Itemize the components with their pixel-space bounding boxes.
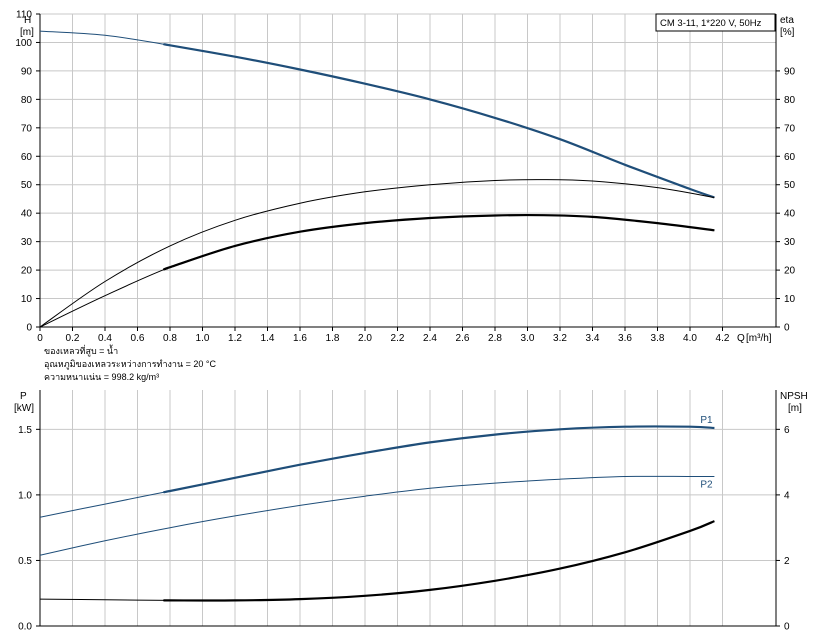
top-left-axis-label: H xyxy=(24,15,31,26)
y-tick-label-right: 0 xyxy=(784,323,790,334)
y-tick-label-left: 70 xyxy=(21,123,33,134)
x-tick-label: 3.6 xyxy=(618,333,632,344)
y-tick-label-right: 90 xyxy=(784,66,796,77)
y-tick-label-left: 20 xyxy=(21,266,33,277)
y-tick-label-left: 0.0 xyxy=(18,622,32,633)
x-tick-label: 1.8 xyxy=(326,333,340,344)
bottom-left-tick-labels: 0.0 0.5 1.0 1.5 xyxy=(18,425,40,633)
series-label: P1 xyxy=(700,415,713,426)
series-line-operating-range xyxy=(163,213,715,271)
y-tick-label-left: 60 xyxy=(21,152,33,163)
top-x-tick-labels: 0 0.2 0.4 0.6 0.8 1.0 1.2 1.4 1.6 1.8 2.0 2.2 2.4 2.6… xyxy=(37,327,730,344)
top-left-axis-unit: [m] xyxy=(20,27,34,38)
y-tick-label-left: 10 xyxy=(21,294,33,305)
top-right-tick-labels: 0 10 20 30 40 50 60 70 80 90 xyxy=(776,66,796,334)
x-tick-label: 1.0 xyxy=(196,333,210,344)
x-tick-label: 0.2 xyxy=(66,333,80,344)
y-tick-label-right: 40 xyxy=(784,209,796,220)
top-right-axis-label: eta xyxy=(780,15,794,26)
bottom-chart: 0.0 0.5 1.0 1.5 0 2 4 6 P [kW] NPSH [m] P1 P2 xyxy=(14,390,808,633)
top-grid xyxy=(40,13,776,327)
top-x-axis-unit: [m³/h] xyxy=(746,333,772,344)
bottom-right-tick-labels: 0 2 4 6 xyxy=(776,425,790,633)
y-tick-label-right: 80 xyxy=(784,95,796,106)
top-right-axis-unit: [%] xyxy=(780,27,795,38)
y-tick-label-right: 70 xyxy=(784,123,796,134)
bottom-right-axis-label: NPSH xyxy=(780,391,808,402)
y-tick-label-right: 20 xyxy=(784,266,796,277)
y-tick-label-left: 1.0 xyxy=(18,490,32,501)
bottom-series: P1 P2 xyxy=(39,415,715,602)
x-tick-label: 3.4 xyxy=(586,333,600,344)
x-tick-label: 2.6 xyxy=(456,333,470,344)
y-tick-label-left: 80 xyxy=(21,95,33,106)
x-tick-label: 1.4 xyxy=(261,333,275,344)
note-temperature: อุณหภูมิของเหลวระหว่างการทำงาน = 20 °C xyxy=(44,359,216,370)
y-tick-label-left: 0 xyxy=(26,323,32,334)
y-tick-label-left: 0.5 xyxy=(18,556,32,567)
y-tick-label-right: 30 xyxy=(784,237,796,248)
series-line-operating-range xyxy=(163,520,715,602)
x-tick-label: 3.2 xyxy=(553,333,567,344)
y-tick-label-right: 2 xyxy=(784,556,790,567)
x-tick-label: 1.6 xyxy=(293,333,307,344)
y-tick-label-left: 90 xyxy=(21,66,33,77)
bottom-left-axis-label: P xyxy=(20,391,27,402)
top-left-tick-labels: 0 10 20 30 40 50 60 70 80 90 100 110 xyxy=(15,10,40,334)
bottom-grid xyxy=(40,390,776,626)
x-tick-label: 0.6 xyxy=(131,333,145,344)
series-line-operating-range xyxy=(163,43,715,199)
series-line xyxy=(39,30,715,198)
y-tick-label-left: 100 xyxy=(15,38,32,49)
top-x-axis-label: Q xyxy=(737,333,745,344)
x-tick-label: 0.4 xyxy=(98,333,112,344)
y-tick-label-right: 60 xyxy=(784,152,796,163)
x-tick-label: 3.8 xyxy=(651,333,665,344)
y-tick-label-right: 10 xyxy=(784,294,796,305)
bottom-left-axis-unit: [kW] xyxy=(14,403,34,414)
top-series xyxy=(39,30,715,328)
series-line-operating-range xyxy=(163,425,715,494)
series-label: P2 xyxy=(700,480,713,491)
y-tick-label-left: 110 xyxy=(16,10,32,21)
note-density: ความหนาแน่น = 998.2 kg/m³ xyxy=(44,372,159,382)
series-line xyxy=(39,475,715,556)
x-tick-label: 0.8 xyxy=(163,333,177,344)
y-tick-label-left: 50 xyxy=(21,180,33,191)
y-tick-label-left: 1.5 xyxy=(18,425,32,436)
y-tick-label-right: 0 xyxy=(784,622,790,633)
y-tick-label-left: 40 xyxy=(21,209,33,220)
x-tick-label: 2.2 xyxy=(391,333,405,344)
y-tick-label-right: 4 xyxy=(784,490,790,501)
x-tick-label: 1.2 xyxy=(228,333,242,344)
y-tick-label-left: 30 xyxy=(21,237,33,248)
legend-box-text: CM 3-11, 1*220 V, 50Hz xyxy=(660,18,762,29)
y-tick-label-right: 50 xyxy=(784,180,796,191)
x-tick-label: 4.0 xyxy=(683,333,697,344)
top-chart: 0 0.2 0.4 0.6 0.8 1.0 1.2 1.4 1.6 1.8 2.0 2.2 2.4 2.6… xyxy=(15,10,795,383)
x-tick-label: 2.4 xyxy=(423,333,437,344)
y-tick-label-right: 6 xyxy=(784,425,790,436)
series-line xyxy=(39,214,715,328)
x-tick-label: 4.2 xyxy=(716,333,730,344)
x-tick-label: 2.8 xyxy=(488,333,502,344)
x-tick-label: 2.0 xyxy=(358,333,372,344)
bottom-right-axis-unit: [m] xyxy=(788,403,802,414)
x-tick-label: 0 xyxy=(37,333,43,344)
legend-box: CM 3-11, 1*220 V, 50Hz xyxy=(655,13,776,32)
series-line xyxy=(39,179,715,328)
x-tick-label: 3.0 xyxy=(521,333,535,344)
series-line xyxy=(39,425,715,518)
note-liquid: ของเหลวที่สูบ = น้ำ xyxy=(44,344,118,357)
